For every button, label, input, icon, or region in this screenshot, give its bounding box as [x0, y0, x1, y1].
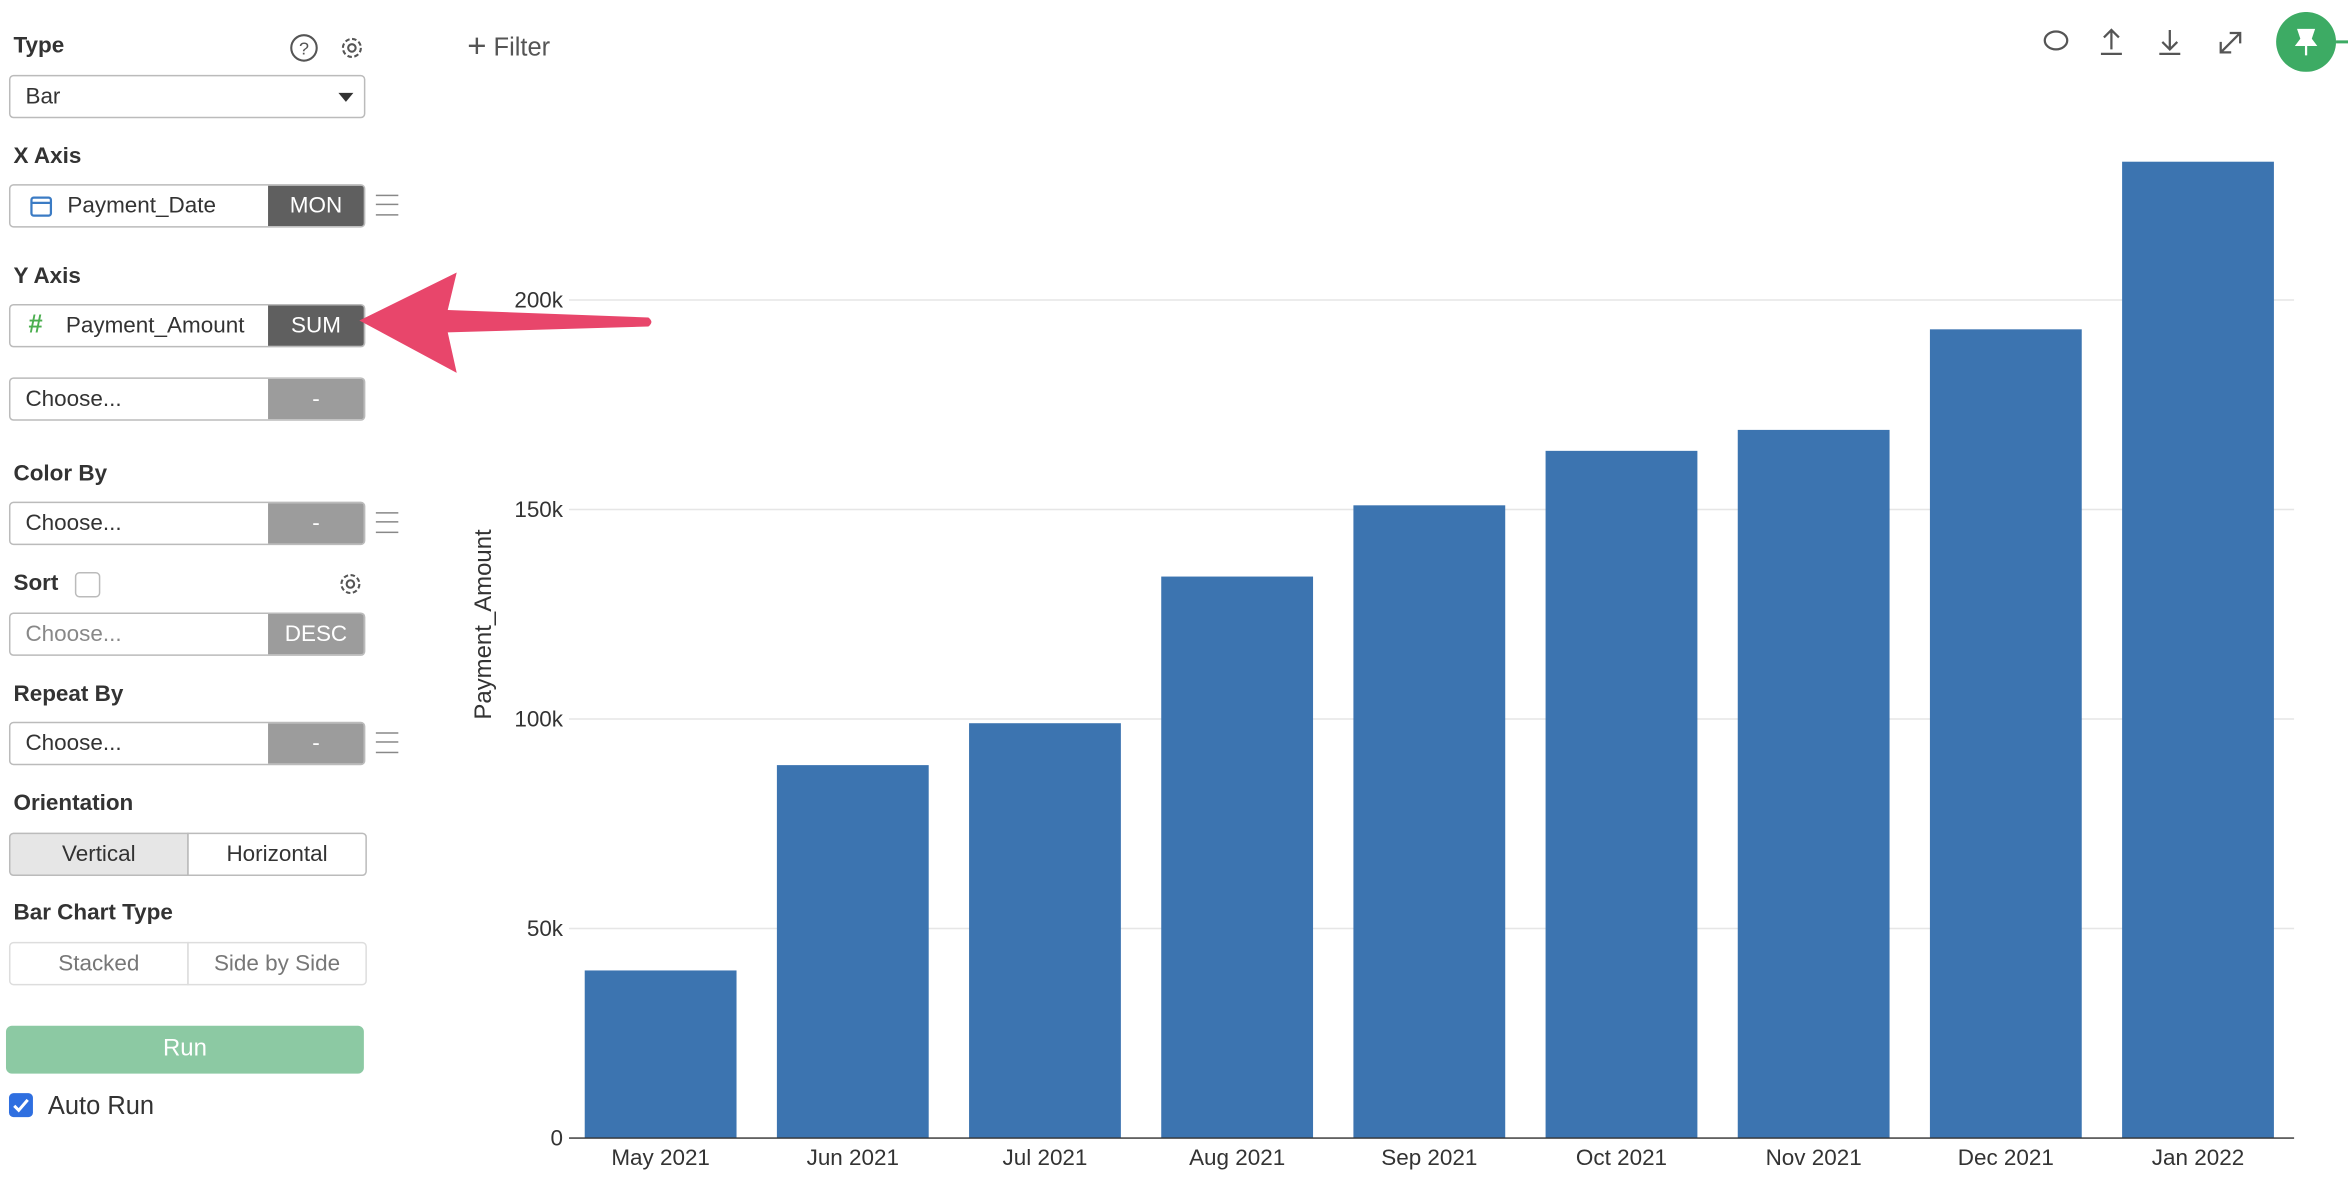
y-extra-name: Choose... — [25, 386, 122, 412]
x-tick-label: Jul 2021 — [1003, 1145, 1088, 1170]
bar — [969, 723, 1121, 1139]
y-extra-agg[interactable]: - — [268, 378, 364, 420]
x-axis-field[interactable]: Payment_Date MON — [8, 184, 366, 228]
x-tick-label: May 2021 — [611, 1145, 710, 1170]
bar — [1353, 505, 1506, 1139]
repeat-by-agg[interactable]: - — [268, 723, 364, 764]
y-axis-title: Payment_Amount — [470, 529, 497, 720]
sort-checkbox[interactable] — [74, 572, 101, 598]
sort-field[interactable]: Choose... DESC — [8, 612, 366, 656]
sort-gear[interactable] — [334, 568, 367, 601]
x-tick-label: Sep 2021 — [1381, 1145, 1477, 1170]
number-icon: # — [28, 309, 43, 339]
pin-icon — [2294, 28, 2318, 56]
color-by-field[interactable]: Choose... - — [8, 501, 366, 546]
x-axis-label: X Axis — [13, 143, 82, 170]
type-label: Type — [13, 32, 65, 59]
calendar-icon — [30, 196, 53, 217]
type-select[interactable]: Bar — [8, 74, 366, 119]
bar — [776, 765, 929, 1139]
y-tick-label: 100k — [514, 707, 563, 732]
bar — [2122, 161, 2274, 1139]
upload-icon[interactable] — [2100, 28, 2122, 56]
check — [13, 1098, 29, 1113]
filter-button[interactable]: + Filter — [467, 26, 551, 65]
x-tick-label: Nov 2021 — [1766, 1145, 1862, 1170]
auto-run-checkbox[interactable] — [8, 1093, 33, 1118]
type-value: Bar — [25, 83, 61, 110]
svg-text:?: ? — [299, 39, 309, 59]
x-agg[interactable]: MON — [268, 185, 364, 227]
download-icon[interactable] — [2159, 29, 2181, 56]
color-by-label: Color By — [13, 461, 108, 487]
arrow — [359, 272, 652, 373]
bar — [1737, 429, 1890, 1139]
color-by-name: Choose... — [25, 510, 122, 537]
expand-icon[interactable] — [2219, 31, 2242, 54]
y-tick-label: 200k — [514, 287, 563, 312]
x-field-name: Payment_Date — [67, 193, 216, 219]
x-tick-label: Oct 2021 — [1576, 1145, 1667, 1170]
bar-type-label: Bar Chart Type — [13, 899, 173, 926]
x-tick-label: Dec 2021 — [1958, 1145, 2054, 1170]
bar — [1545, 450, 1698, 1139]
y-axis-label: Y Axis — [13, 263, 81, 290]
toolbar-icons — [2043, 11, 2348, 72]
filter-label: Filter — [493, 32, 551, 62]
orientation-label: Orientation — [13, 790, 134, 817]
repeat-by-label: Repeat By — [13, 681, 124, 707]
y-tick-label: 0 — [551, 1126, 564, 1151]
side-by-side-button[interactable]: Side by Side — [187, 941, 367, 986]
auto-run-label: Auto Run — [47, 1091, 155, 1121]
caret — [338, 92, 354, 102]
y-extra-field[interactable]: Choose... - — [8, 377, 366, 421]
comment-icon[interactable] — [2043, 30, 2069, 51]
bar — [584, 970, 737, 1139]
color-menu[interactable] — [375, 512, 399, 534]
vertical-button[interactable]: Vertical — [8, 832, 189, 877]
type-icons: ? — [290, 34, 362, 62]
run-button[interactable]: Run — [5, 1025, 364, 1074]
sort-order[interactable]: DESC — [268, 613, 364, 655]
y-agg[interactable]: SUM — [268, 305, 364, 346]
y-tick-label: 150k — [514, 497, 563, 522]
color-by-agg[interactable]: - — [268, 503, 364, 544]
y-field-name: Payment_Amount — [65, 312, 245, 339]
y-axis-field[interactable]: # Payment_Amount SUM — [8, 303, 366, 348]
x-tick-label: Jun 2021 — [807, 1145, 899, 1170]
x-tick-label: Aug 2021 — [1189, 1145, 1285, 1170]
repeat-menu[interactable] — [375, 732, 399, 754]
sort-name: Choose... — [25, 621, 122, 647]
bar — [1929, 329, 2082, 1139]
horizontal-button[interactable]: Horizontal — [187, 832, 367, 877]
x-menu[interactable] — [375, 194, 399, 216]
x-tick-label: Jan 2022 — [2152, 1145, 2244, 1170]
bar — [1161, 576, 1314, 1139]
sort-label: Sort — [13, 570, 59, 596]
repeat-by-field[interactable]: Choose... - — [8, 721, 366, 766]
y-tick-label: 50k — [527, 916, 564, 941]
repeat-by-name: Choose... — [25, 730, 122, 757]
